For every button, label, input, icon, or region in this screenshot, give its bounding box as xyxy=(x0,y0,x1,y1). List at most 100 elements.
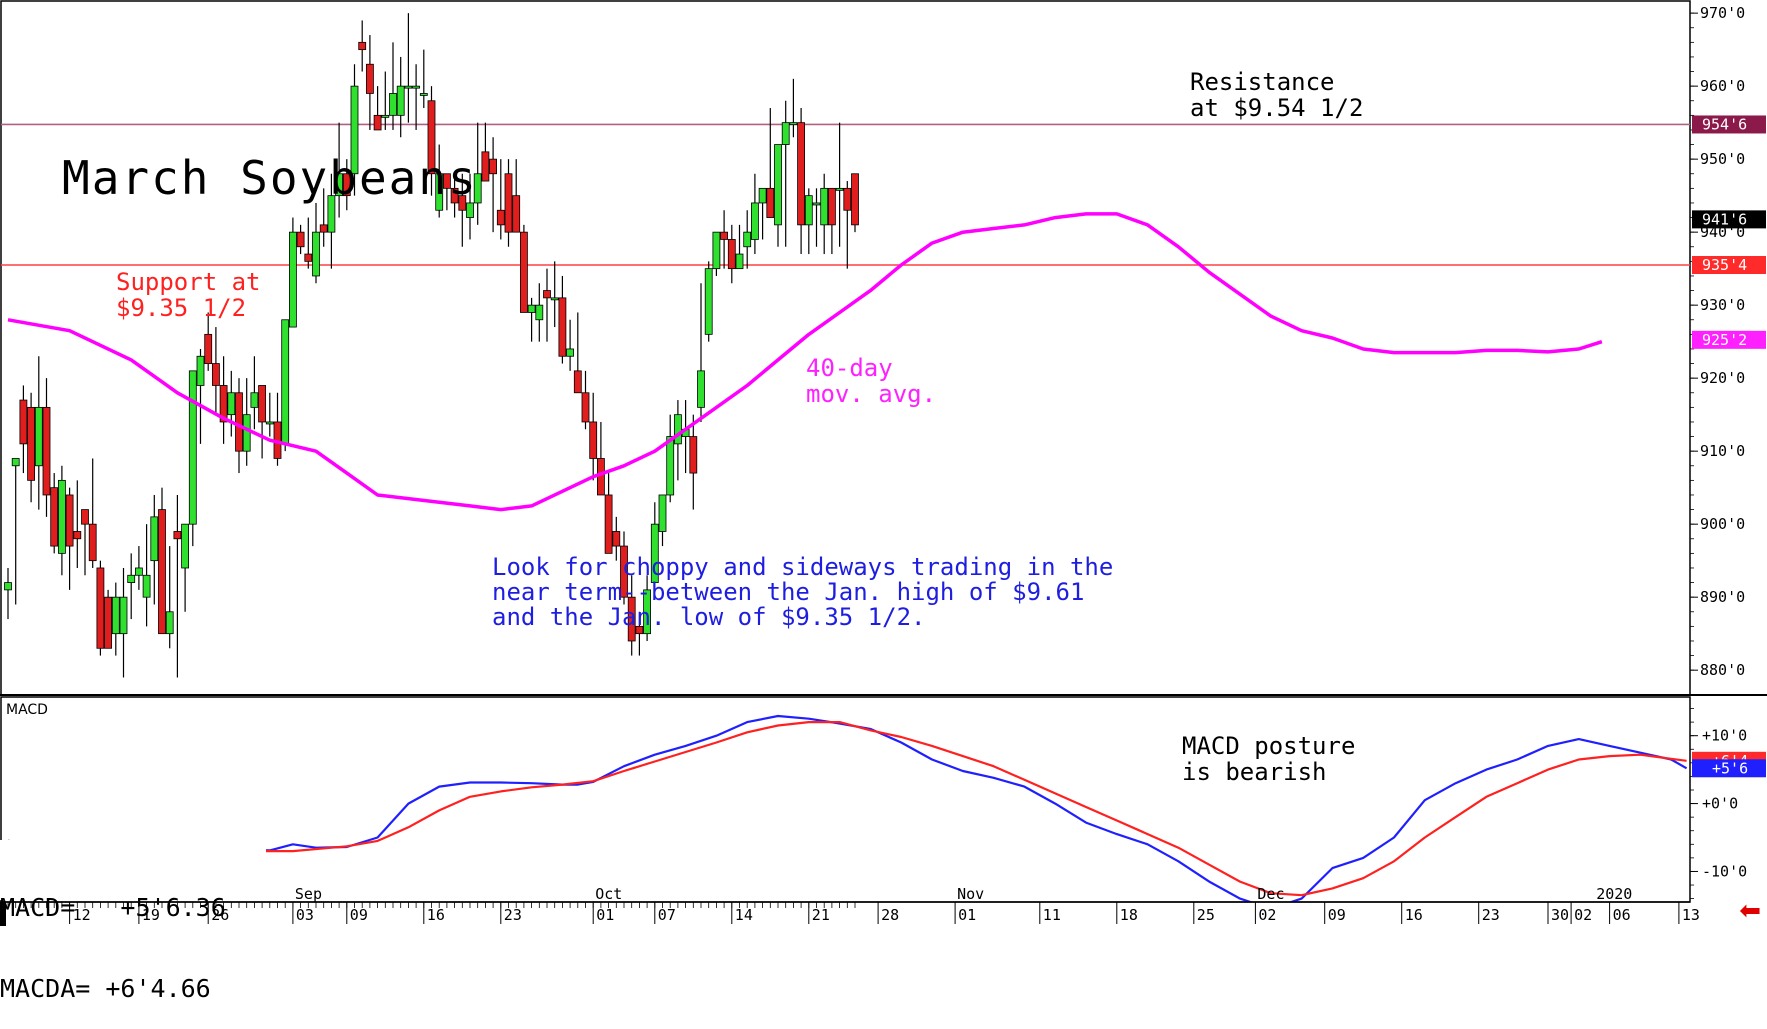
x-day-label: 26 xyxy=(211,906,229,924)
candle-body-up xyxy=(804,195,813,226)
candle xyxy=(111,582,120,656)
x-day-label: 14 xyxy=(735,906,753,924)
candle-body-down xyxy=(504,173,513,233)
candle-body-down xyxy=(689,436,698,474)
candle xyxy=(666,414,675,503)
scroll-left-arrow-icon[interactable]: ⬅ xyxy=(1739,896,1761,926)
x-day-label: 02 xyxy=(1258,906,1276,924)
x-day-label: 23 xyxy=(1482,906,1500,924)
candle xyxy=(550,261,559,328)
macd-readout-label: MACD= xyxy=(0,893,76,922)
candle xyxy=(119,567,128,678)
candle-body-down xyxy=(42,406,51,496)
candle xyxy=(635,611,644,656)
annotation-line: mov. avg. xyxy=(806,380,936,408)
price-tag xyxy=(1692,115,1766,134)
macd-y-tick-label: +10'0 xyxy=(1702,727,1747,745)
candle xyxy=(196,348,205,444)
annotation-resistance: Resistance at $9.54 1/2 xyxy=(1190,68,1363,122)
candle xyxy=(65,487,74,590)
candle-body-down xyxy=(828,187,836,226)
candle-body-down xyxy=(258,385,267,423)
annotation-line: near term--between the Jan. high of $9.6… xyxy=(492,578,1084,606)
candle-body-up xyxy=(812,202,821,206)
candle xyxy=(566,319,574,371)
macda-readout-label: MACDA= xyxy=(0,974,91,1003)
candle-body-down xyxy=(604,494,613,554)
candle-body-down xyxy=(627,596,636,642)
candle xyxy=(211,327,220,415)
x-day-label: 09 xyxy=(1328,906,1346,924)
macd-lines xyxy=(7,714,1688,902)
candle xyxy=(573,312,582,394)
x-day-label: 23 xyxy=(504,906,522,924)
candle xyxy=(851,173,859,233)
candle xyxy=(88,458,97,568)
candle-body-down xyxy=(766,187,775,218)
candle xyxy=(620,531,628,605)
candle xyxy=(643,575,651,641)
x-month-label: Oct xyxy=(595,885,622,903)
candle-body-up xyxy=(835,187,844,191)
candle-body-up xyxy=(142,574,151,598)
candle-body-up xyxy=(181,523,190,569)
candle xyxy=(4,567,12,620)
annotation-line: MACD posture xyxy=(1182,732,1355,760)
candle-body-down xyxy=(597,458,605,496)
candle xyxy=(781,100,790,247)
candle xyxy=(227,370,236,437)
candle xyxy=(520,224,528,313)
candle xyxy=(604,473,613,554)
candle xyxy=(496,159,505,240)
candle xyxy=(789,78,798,138)
macd-panel-title: MACD xyxy=(6,702,48,718)
candle xyxy=(350,64,359,196)
candle-body-up xyxy=(150,516,159,562)
candle-body-up xyxy=(743,231,752,248)
candle-body-up xyxy=(389,93,397,116)
candle xyxy=(181,523,190,612)
candle xyxy=(766,108,775,218)
x-day-label: 16 xyxy=(427,906,445,924)
candle-body-up xyxy=(288,231,297,328)
candle-body-down xyxy=(851,173,859,226)
candle-body-up xyxy=(674,414,682,445)
candle-body-down xyxy=(27,406,36,481)
candle-body-up xyxy=(419,93,428,96)
candle xyxy=(389,42,397,130)
candle-body-down xyxy=(373,114,382,131)
annotation-line: Look for choppy and sideways trading in … xyxy=(492,553,1113,581)
candle-body-up xyxy=(335,173,344,197)
price-y-tick-label: 900'0 xyxy=(1700,515,1745,533)
x-day-label: 02 xyxy=(1574,906,1592,924)
x-day-label: 03 xyxy=(296,906,314,924)
price-y-tick-label: 960'0 xyxy=(1700,77,1745,95)
candle xyxy=(589,392,598,481)
candle-body-down xyxy=(358,41,367,51)
candle-body-up xyxy=(643,589,651,635)
candle xyxy=(281,319,290,452)
candle xyxy=(828,187,836,255)
annotation-line: at $9.54 1/2 xyxy=(1190,94,1363,122)
candle xyxy=(188,370,197,547)
x-day-label: 06 xyxy=(1613,906,1631,924)
candle-body-up xyxy=(381,114,390,118)
candle-body-up xyxy=(11,458,20,467)
candle-body-down xyxy=(727,239,736,270)
candle-body-up xyxy=(242,414,251,452)
candle xyxy=(804,188,813,255)
candle xyxy=(581,370,590,430)
candle-body-down xyxy=(573,370,582,394)
candle-body-up xyxy=(735,253,744,270)
candle xyxy=(373,86,382,131)
x-month-label: Sep xyxy=(295,885,322,903)
price-tag-label: 925'2 xyxy=(1702,331,1747,349)
candle-body-up xyxy=(473,173,482,204)
annotation-line: 40-day xyxy=(806,354,893,382)
candle-body-up xyxy=(58,479,66,554)
candle xyxy=(543,268,551,342)
candle-body-up xyxy=(527,304,536,313)
x-day-label: 09 xyxy=(350,906,368,924)
candle xyxy=(250,356,259,430)
price-tag xyxy=(1692,330,1766,349)
